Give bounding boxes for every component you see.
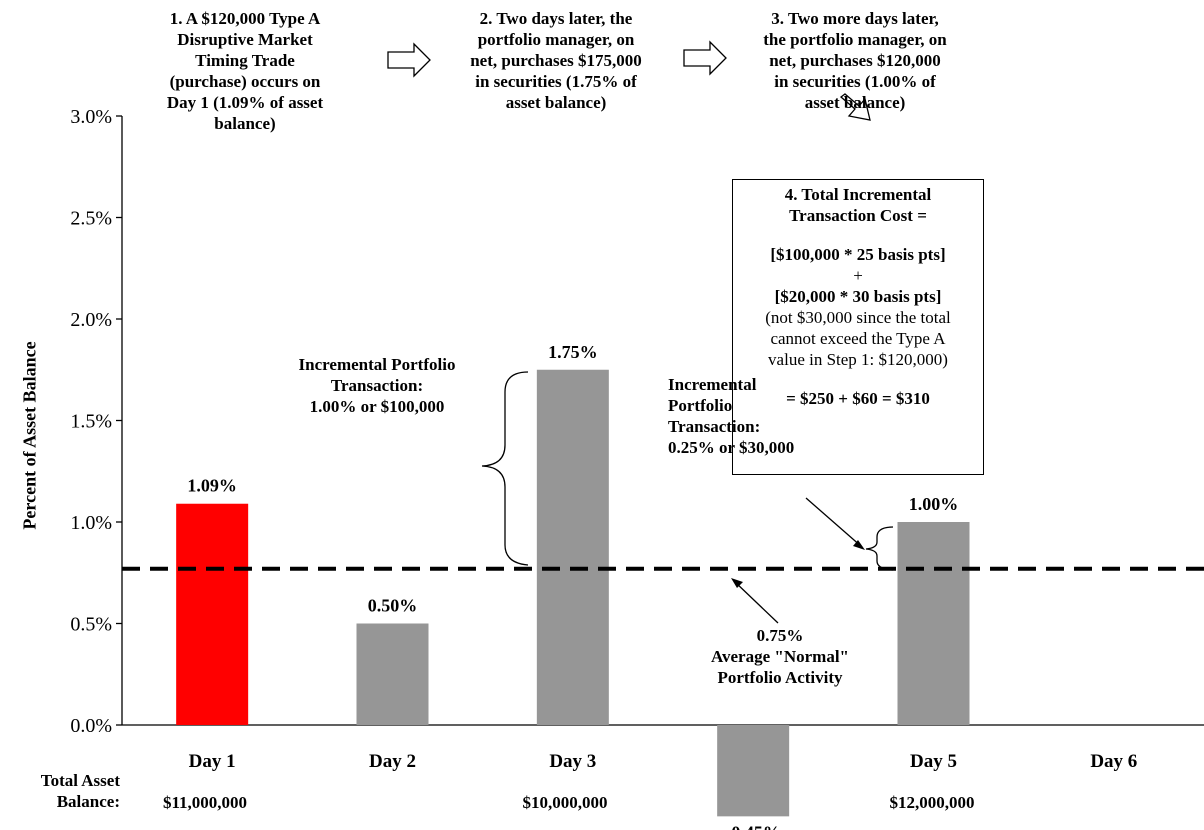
chart-bars: 1.09% 0.50% 1.75% -0.45% 1.00% [176, 342, 970, 830]
pointer-arrowhead [853, 540, 865, 550]
bar-value-label: -0.45% [725, 822, 781, 830]
bar [536, 369, 609, 725]
step-1-caption: 1. A $120,000 Type A Disruptive Market T… [166, 9, 324, 133]
step-3-caption: 3. Two more days later, the portfolio ma… [763, 9, 947, 112]
bar [897, 522, 970, 725]
down-right-arrow-icon [839, 93, 871, 121]
y-tick-label: 1.0% [70, 512, 112, 534]
y-axis-title: Percent of Asset Balance [19, 341, 40, 530]
pointer-arrowhead [731, 578, 743, 588]
balance-value-day3: $10,000,000 [522, 793, 608, 812]
y-tick-label: 1.5% [70, 411, 112, 433]
bar-value-label: 0.50% [368, 596, 418, 616]
bar-value-label: 1.09% [187, 476, 237, 496]
total-asset-balance-label: Total Asset Balance: [40, 771, 120, 811]
bar-value-label: 1.00% [909, 494, 959, 514]
bar-value-label: 1.75% [548, 342, 598, 362]
incremental-brace-small [865, 526, 894, 571]
annotation-graphics [387, 40, 894, 624]
incremental-brace-large [481, 371, 529, 566]
step-2-caption: 2. Two days later, the portfolio manager… [470, 9, 642, 112]
y-tick-label: 2.0% [70, 309, 112, 331]
pointer-arrow-icon [805, 497, 863, 548]
y-tick-label: 0.0% [70, 715, 112, 737]
bar [356, 623, 429, 725]
incremental-transaction-2-label: Incremental Portfolio Transaction: 0.25%… [668, 375, 795, 457]
pointer-arrow-icon [733, 580, 779, 624]
incremental-transaction-1-label: Incremental Portfolio Transaction: 1.00%… [298, 355, 456, 416]
x-tick-label: Day 6 [1090, 751, 1137, 772]
balance-value-day1: $11,000,000 [162, 793, 248, 812]
average-activity-label: 0.75% Average "Normal" Portfolio Activit… [711, 626, 849, 687]
bar [176, 503, 249, 725]
bar [717, 725, 790, 817]
y-tick-label: 3.0% [70, 106, 112, 128]
y-tick-label: 2.5% [70, 208, 112, 230]
right-arrow-icon [683, 40, 727, 76]
x-tick-label: Day 1 [189, 751, 236, 772]
x-tick-label: Day 3 [549, 751, 596, 772]
y-tick-label: 0.5% [70, 614, 112, 636]
right-arrow-icon [387, 42, 431, 78]
balance-value-day5: $12,000,000 [889, 793, 975, 812]
x-tick-label: Day 5 [910, 751, 957, 772]
x-tick-label: Day 2 [369, 751, 416, 772]
chart-axes: 0.0% 0.5% 1.0% 1.5% 2.0% 2.5% 3.0% Day 1 Day 2 Da… [70, 106, 1204, 772]
total-cost-box: 4. Total Incremental Transaction Cost = … [732, 179, 984, 475]
